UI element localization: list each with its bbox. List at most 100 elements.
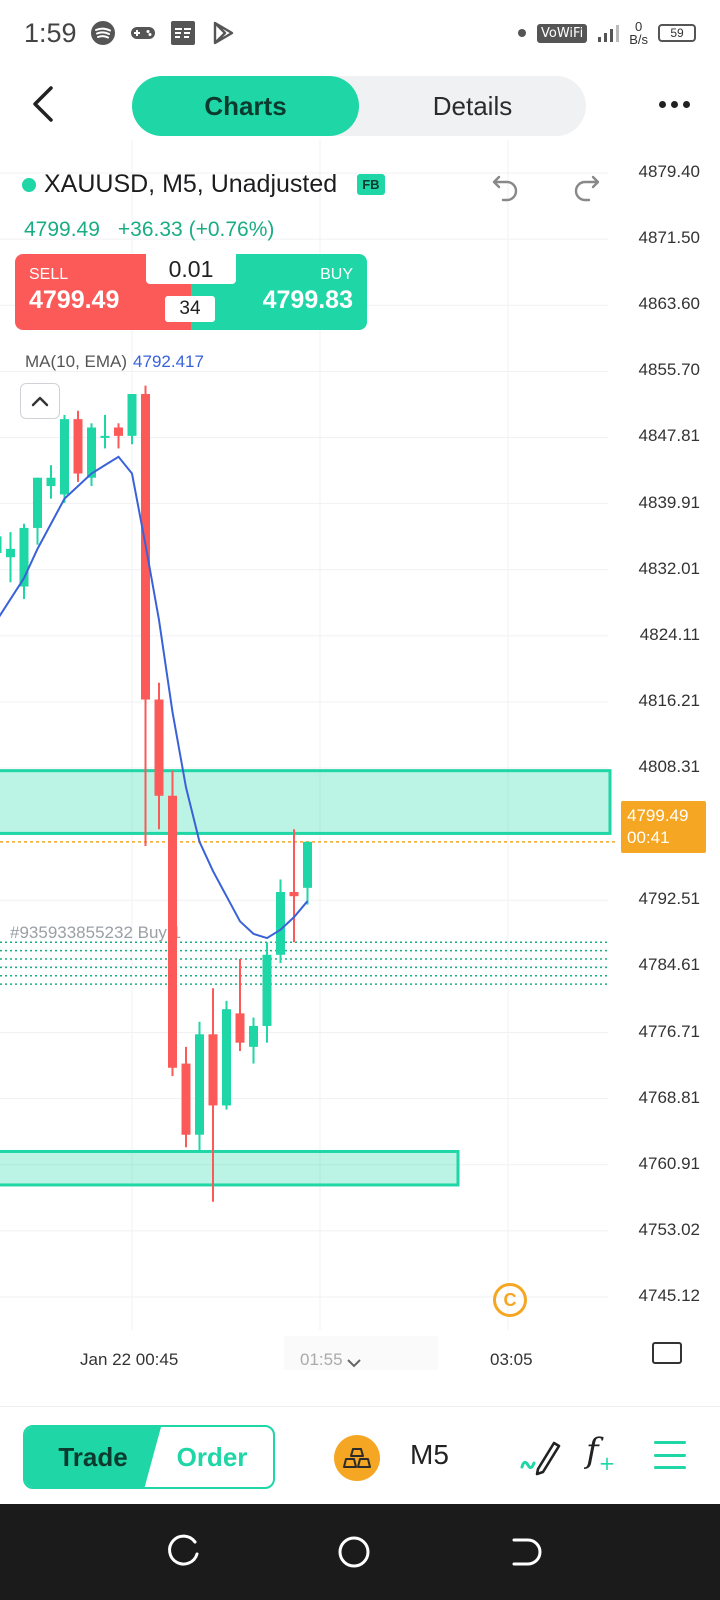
status-system-icons: VoWiFi 0 B/s 59 [517,20,696,46]
net-speed-unit: B/s [629,32,648,47]
bottom-toolbar: Trade Order M5 f+ [0,1406,720,1500]
redo-button[interactable] [566,168,606,208]
back-button[interactable] [20,80,68,128]
lot-size-input[interactable]: 0.01 [146,254,236,284]
price-axis-label: 4839.91 [638,492,700,512]
indicator-value: 4792.417 [133,352,204,371]
price-change: +36.33 (+0.76%) [117,218,275,241]
buy-price: 4799.83 [262,286,353,314]
undo-icon [492,175,518,202]
price-axis-label: 4760.91 [638,1153,700,1173]
live-status-dot [22,177,36,192]
timeframe-selector[interactable]: M5 [410,1439,449,1470]
signal-icon [598,25,620,42]
gamepad-icon [129,19,157,47]
battery-icon: 59 [658,24,696,42]
more-options-button[interactable] [656,90,692,118]
candle [46,477,56,487]
candle [154,699,164,796]
net-speed: 0 B/s [629,20,648,46]
spotify-icon [89,19,117,47]
indicator-name: MA(10, EMA) [25,352,128,371]
quick-trade-panel: SELL 4799.49 BUY 4799.83 0.01 34 [15,254,367,330]
sell-price: 4799.49 [29,286,120,314]
chart-header: Charts Details [0,72,720,136]
collapse-indicators-button[interactable] [20,383,60,419]
function-icon[interactable]: f+ [586,1431,616,1475]
time-label-right: 03:05 [490,1350,533,1369]
trade-order-toggle: Trade Order [23,1425,275,1489]
recent-apps-icon[interactable] [165,1534,201,1570]
candle [100,435,110,438]
copyright-icon[interactable]: C [493,1283,527,1317]
status-time: 1:59 [24,17,77,48]
time-label-left: Jan 22 00:45 [80,1350,179,1369]
menu-icon[interactable] [654,1441,686,1469]
candle [235,1013,245,1043]
chevron-up-icon [31,396,49,407]
trade-button[interactable]: Trade [25,1427,161,1487]
gold-bars-button[interactable] [334,1435,380,1481]
chevron-down-icon[interactable] [346,1358,362,1368]
candle [249,1025,258,1047]
status-bar: 1:59 VoWiFi 0 B/s 59 [0,0,720,66]
fb-badge: FB [357,174,385,195]
candle [195,1034,204,1135]
gold-bars-icon [343,1448,371,1468]
candle [181,1063,191,1135]
order-button[interactable]: Order [176,1441,248,1472]
candle [168,795,177,1068]
redo-icon [574,175,600,202]
view-segmented-control: Charts Details [132,76,586,136]
price-axis-label: 4776.71 [638,1021,700,1041]
candle [262,954,272,1026]
candle [127,394,137,436]
more-dot-icon [658,100,666,108]
candle [0,536,2,554]
sell-label: SELL [29,266,69,283]
draw-pen-icon[interactable] [518,1433,564,1479]
price-axis-label: 4871.50 [638,228,700,248]
price-axis-label: 4863.60 [638,294,700,314]
price-axis-label: 4816.21 [638,690,700,710]
order-line-label: #935933855232 Buy 1 [10,923,181,942]
candle [87,427,96,478]
tab-details[interactable]: Details [432,90,513,121]
play-store-icon [209,19,237,47]
dot-indicator-icon [518,29,527,37]
chart-area[interactable]: #935933855232 Buy 1 XAUUSD, M5, Unadjust… [0,140,720,1370]
candle [208,1034,218,1106]
price-axis-label: 4832.01 [638,558,700,578]
price-axis-label: 4784.61 [638,955,700,975]
candle [73,419,83,474]
candle [289,892,299,897]
more-dot-icon [682,100,690,108]
candle [114,427,123,436]
price-axis-label: 4768.81 [638,1087,700,1107]
ema-line [0,455,309,940]
candle-countdown: 00:41 [627,828,670,847]
candle [276,892,285,955]
fastbull-icon [169,19,197,47]
home-icon[interactable] [336,1534,372,1570]
price-axis-label: 4808.31 [638,757,700,777]
price-axis-label: 4824.11 [639,624,700,644]
net-speed-value: 0 [634,19,643,34]
back-nav-icon[interactable] [508,1534,544,1570]
symbol-row: XAUUSD, M5, Unadjusted FB [22,170,385,199]
tab-charts[interactable]: Charts [132,76,359,136]
price-axis-label: 4792.51 [638,889,700,909]
candle [303,841,312,888]
candle [19,527,29,587]
undo-button[interactable] [486,168,526,208]
system-navigation-bar [0,1504,720,1600]
candle [222,1009,231,1106]
time-cursor-box [284,1336,438,1370]
price-axis-label: 4879.40 [638,162,700,182]
current-price: 4799.49 [24,218,100,241]
more-dot-icon [670,100,678,108]
indicator-label[interactable]: MA(10, EMA) 4792.417 [25,352,204,372]
symbol-name[interactable]: XAUUSD, M5, Unadjusted [44,170,338,198]
candlestick-chart[interactable]: #935933855232 Buy 1 [0,140,720,1370]
fit-screen-button[interactable] [652,1342,682,1364]
